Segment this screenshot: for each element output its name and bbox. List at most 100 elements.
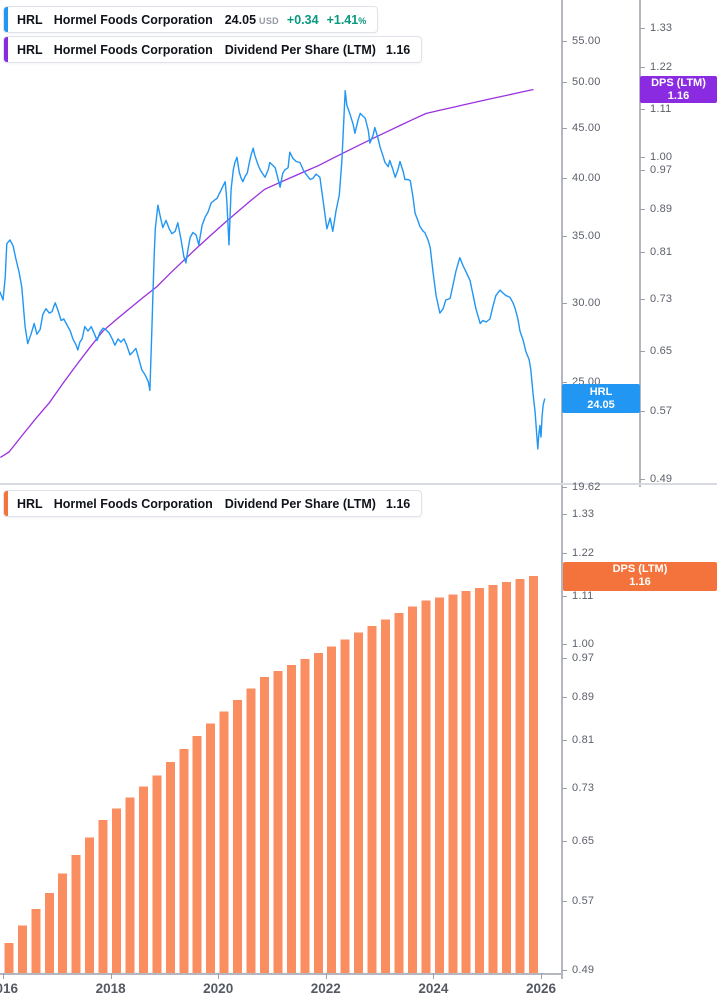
legend-dps-overlay[interactable]: HRL Hormel Foods Corporation Dividend Pe… — [3, 36, 423, 63]
dps-bar — [394, 613, 404, 973]
company-name: Hormel Foods Corporation — [53, 42, 213, 57]
axis-tick-label: 19.62 — [572, 480, 601, 493]
axis-tick-label: 0.73 — [650, 292, 673, 305]
legend-price-series[interactable]: HRL Hormel Foods Corporation 24.05 USD +… — [3, 6, 379, 33]
dps-bar — [246, 688, 256, 973]
metric-value: 1.16 — [385, 42, 411, 57]
dps-bar — [515, 579, 525, 973]
metric-value: 1.16 — [385, 496, 411, 511]
price-change-percent: +1.41 — [326, 12, 359, 27]
legend-accent-bar — [4, 491, 8, 516]
dps-value-badge-top: DPS (LTM) 1.16 — [640, 76, 717, 103]
axis-tick-mark — [640, 251, 645, 253]
price-change: +0.34 — [286, 12, 319, 27]
time-tick-label: 2020 — [203, 981, 234, 996]
dps-bar — [138, 786, 148, 973]
axis-tick-mark — [562, 697, 567, 699]
badge-value: 1.16 — [629, 576, 651, 589]
dps-top-axis-line — [639, 0, 641, 487]
dps-bar — [354, 632, 364, 973]
axis-tick-label: 0.65 — [572, 834, 595, 847]
axis-tick-mark — [562, 900, 567, 902]
badge-label: HRL — [589, 385, 613, 398]
time-tick-label: 2024 — [418, 981, 449, 996]
axis-tick-mark — [640, 27, 645, 29]
dps-bar — [17, 925, 27, 973]
dps-bar — [448, 594, 458, 973]
legend-dps-panel[interactable]: HRL Hormel Foods Corporation Dividend Pe… — [3, 490, 423, 517]
axis-tick-label: 0.49 — [572, 964, 595, 976]
axis-tick-mark — [562, 596, 567, 598]
dps-bar — [179, 748, 189, 973]
dps-bar — [219, 711, 229, 973]
dps-bar — [192, 736, 202, 973]
panel-separator — [0, 483, 717, 485]
axis-tick-label: 0.57 — [650, 404, 673, 417]
dps-bar — [112, 808, 121, 973]
dps-bar — [98, 820, 108, 973]
dps-bar — [31, 909, 41, 973]
badge-label: DPS (LTM) — [612, 563, 668, 576]
axis-tick-label: 0.49 — [650, 473, 673, 485]
axis-tick-label: 30.00 — [572, 296, 601, 309]
time-tick-mark — [218, 973, 220, 979]
axis-tick-label: 1.22 — [650, 60, 673, 73]
dps-bar — [300, 659, 310, 973]
dps-bar — [273, 671, 283, 973]
legend-accent-bar — [4, 37, 8, 62]
axis-tick-mark — [562, 302, 567, 304]
last-price: 24.05 — [224, 12, 257, 27]
axis-tick-label: 40.00 — [572, 172, 601, 185]
time-tick-mark — [325, 973, 327, 979]
time-tick-mark — [3, 973, 4, 979]
axis-tick-mark — [640, 209, 645, 211]
dps-bar — [421, 600, 431, 973]
time-tick-mark — [110, 973, 112, 979]
currency-label: USD — [259, 16, 279, 26]
badge-value: 24.05 — [587, 398, 615, 411]
axis-tick-label: 55.00 — [572, 34, 601, 47]
axis-tick-mark — [640, 156, 645, 158]
dps-bar — [85, 837, 95, 973]
dps-bar — [260, 677, 269, 973]
axis-tick-label: 0.89 — [572, 691, 595, 704]
axis-tick-label: 1.00 — [650, 150, 673, 163]
dps-overlay-line — [0, 88, 534, 458]
axis-tick-label: 1.00 — [572, 638, 595, 650]
axis-tick-mark — [562, 644, 567, 645]
axis-tick-mark — [640, 410, 645, 412]
axis-tick-mark — [562, 657, 567, 659]
x-axis-line — [0, 973, 563, 975]
time-tick-label: 2016 — [0, 981, 19, 996]
ticker-symbol: HRL — [17, 496, 43, 511]
dps-bar — [434, 597, 444, 973]
axis-tick-mark — [562, 970, 567, 971]
dps-bar — [44, 892, 54, 973]
dps-bar — [407, 606, 417, 973]
axis-tick-label: 45.00 — [572, 121, 601, 134]
axis-tick-mark — [562, 127, 567, 129]
time-tick-label: 2026 — [525, 981, 557, 996]
dps-bar — [461, 591, 471, 973]
dps-bar — [286, 665, 296, 973]
time-tick-label: 2022 — [310, 981, 341, 996]
axis-tick-mark — [562, 513, 567, 515]
axis-tick-label: 0.89 — [650, 203, 673, 216]
legend-accent-bar — [4, 7, 8, 32]
metric-name: Dividend Per Share (LTM) — [224, 42, 376, 57]
axis-tick-mark — [562, 381, 567, 383]
axis-tick-label: 50.00 — [572, 75, 601, 88]
percent-sign: % — [358, 16, 367, 26]
dps-bar — [367, 626, 377, 973]
axis-tick-label: 1.22 — [572, 547, 595, 560]
axis-tick-label: 35.00 — [572, 230, 601, 243]
axis-tick-mark — [562, 40, 567, 42]
dps-value-badge-bottom: DPS (LTM) 1.16 — [563, 561, 717, 591]
axis-tick-mark — [562, 486, 567, 488]
price-value-badge: HRL 24.05 — [562, 384, 640, 413]
dps-bar — [313, 653, 323, 973]
time-tick-label: 2018 — [95, 981, 126, 996]
dps-bar — [488, 585, 498, 973]
